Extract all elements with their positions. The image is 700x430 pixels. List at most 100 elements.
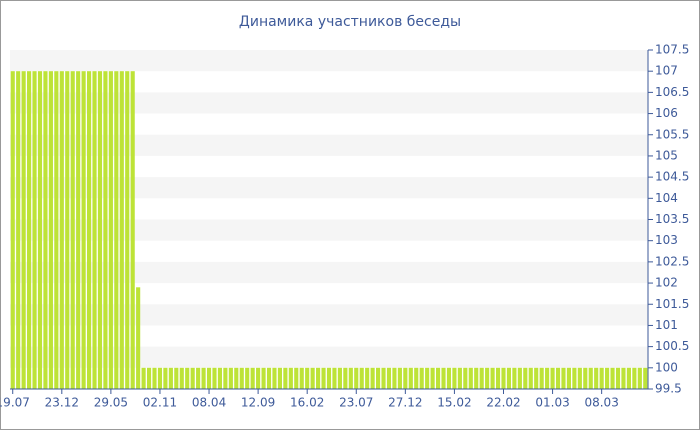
bar — [288, 367, 293, 389]
bar — [474, 367, 479, 389]
bar — [517, 367, 522, 389]
x-tick-label: 12.09 — [241, 396, 275, 410]
y-tick-label: 100.5 — [655, 339, 689, 353]
y-tick-label: 103 — [655, 233, 678, 247]
bar — [305, 367, 310, 389]
bar — [539, 367, 544, 389]
y-tick-label: 107 — [655, 64, 678, 78]
bar — [65, 71, 70, 389]
bar — [108, 71, 113, 389]
chart-title: Динамика участников беседы — [239, 14, 461, 30]
x-tick-label: 15.02 — [437, 396, 471, 410]
bar — [365, 367, 370, 389]
y-tick-label: 102 — [655, 276, 678, 290]
grid-band — [10, 304, 648, 326]
bar — [403, 367, 408, 389]
bar — [419, 367, 424, 389]
grid-band — [10, 177, 648, 199]
bar — [588, 367, 593, 389]
bar — [179, 367, 184, 389]
bar — [310, 367, 315, 389]
bar — [599, 367, 604, 389]
bar — [256, 367, 261, 389]
bar — [523, 367, 528, 389]
bar — [337, 367, 342, 389]
bar — [59, 71, 64, 389]
bar — [27, 71, 32, 389]
bar — [217, 367, 223, 389]
bar — [245, 367, 250, 389]
bar — [594, 367, 599, 389]
bar — [621, 367, 626, 389]
bar — [174, 367, 179, 389]
x-tick-label: 02.11 — [143, 396, 177, 410]
x-tick-label: 08.04 — [192, 396, 226, 410]
bar — [97, 71, 103, 389]
bar — [206, 367, 212, 389]
bar — [299, 367, 304, 389]
bar — [572, 367, 577, 389]
bar — [32, 71, 37, 389]
bar — [250, 367, 255, 389]
y-tick-label: 103.5 — [655, 212, 689, 226]
bar — [381, 367, 386, 389]
bar — [463, 367, 468, 389]
y-tick-label: 100 — [655, 360, 678, 374]
bar — [141, 367, 146, 389]
bar — [190, 367, 195, 389]
bar — [506, 367, 512, 389]
bar — [86, 71, 92, 389]
bar — [479, 367, 484, 389]
y-tick-label: 102.5 — [655, 254, 689, 268]
bar — [125, 71, 130, 389]
bar — [223, 367, 228, 389]
bar — [632, 367, 637, 389]
y-tick-label: 105.5 — [655, 127, 689, 141]
bar — [441, 367, 446, 389]
bar — [92, 71, 97, 389]
bar — [452, 367, 457, 389]
bar — [495, 367, 501, 389]
bar — [376, 367, 381, 389]
bar — [370, 367, 375, 389]
y-tick-label: 104.5 — [655, 170, 689, 184]
bar — [168, 367, 173, 389]
bar — [130, 71, 135, 389]
bar — [239, 367, 244, 389]
x-tick-label: 29.05 — [94, 396, 128, 410]
bar — [583, 367, 588, 389]
bar — [637, 367, 642, 389]
bar — [54, 71, 59, 389]
bar — [212, 367, 217, 389]
x-tick-label: 23.12 — [45, 396, 79, 410]
x-tick-label: 19.07 — [0, 396, 30, 410]
bar — [185, 367, 190, 389]
bar — [16, 71, 21, 389]
bar — [397, 367, 402, 389]
bar — [490, 367, 495, 389]
bar — [294, 367, 299, 389]
bar — [261, 367, 266, 389]
bar — [545, 367, 550, 389]
bar — [643, 367, 648, 389]
bar — [234, 367, 239, 389]
bar — [528, 367, 533, 389]
bar — [146, 367, 152, 389]
y-tick-label: 106 — [655, 106, 678, 120]
bar — [157, 367, 163, 389]
bar — [425, 367, 430, 389]
x-tick-label: 27.12 — [388, 396, 422, 410]
bar — [626, 367, 631, 389]
bar — [555, 367, 561, 389]
bar — [550, 367, 555, 389]
bar — [354, 367, 359, 389]
bar — [343, 367, 348, 389]
bar — [48, 71, 53, 389]
y-tick-label: 107.5 — [655, 43, 689, 57]
bar — [348, 367, 353, 389]
bar — [577, 367, 582, 389]
bar — [501, 367, 506, 389]
bar — [43, 71, 48, 389]
grid-band — [10, 346, 648, 368]
bar — [272, 367, 277, 389]
